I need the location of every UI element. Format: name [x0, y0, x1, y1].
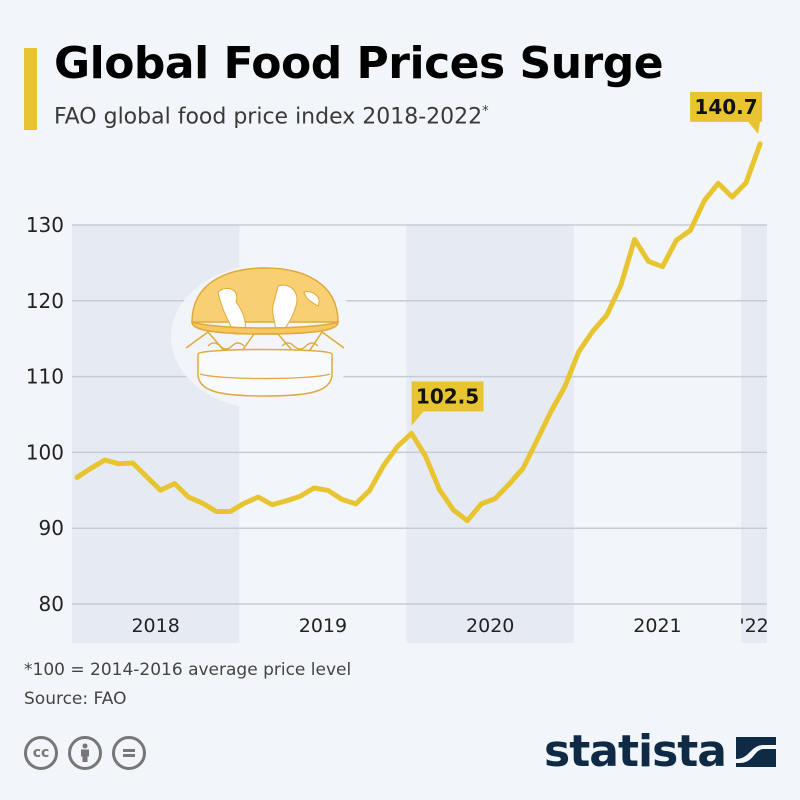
- footnote: *100 = 2014-2016 average price level: [24, 660, 352, 680]
- statista-mark-icon: [736, 737, 776, 767]
- y-tick-label: 80: [39, 592, 64, 616]
- annotation-label: 140.7: [690, 91, 763, 134]
- annotation-pointer: [748, 121, 761, 134]
- y-tick-label: 130: [26, 213, 64, 237]
- source-note: Source: FAO: [24, 689, 127, 709]
- attribution-icon[interactable]: [68, 736, 102, 770]
- x-tick-label: 2019: [299, 615, 347, 637]
- year-band: [741, 225, 767, 643]
- x-tick-label: '22: [739, 615, 768, 637]
- annotation-text: 140.7: [694, 95, 757, 119]
- subtitle-text: FAO global food price index 2018-2022: [54, 104, 483, 130]
- x-tick-label: 2020: [466, 615, 514, 637]
- chart-title: Global Food Prices Surge: [54, 38, 664, 89]
- data-points: [76, 143, 761, 521]
- license-icons: cc: [24, 736, 146, 770]
- y-axis-ticks: 80 90 100 110 120 130: [26, 213, 64, 616]
- y-tick-label: 90: [39, 516, 64, 540]
- annotation-box: [690, 91, 763, 122]
- brand-name: statista: [544, 726, 727, 777]
- gridlines: [72, 224, 767, 605]
- burger-globe-icon: [171, 265, 359, 409]
- annotation-label: 102.5: [411, 381, 484, 426]
- x-tick-label: 2021: [633, 615, 681, 637]
- title-accent-bar: [24, 48, 37, 130]
- cc-icon[interactable]: cc: [24, 736, 58, 770]
- x-axis-year-labels: 2018 2019 2020 2021 '22: [131, 615, 768, 637]
- series-line-food-price-index: [74, 141, 763, 524]
- annotation-text: 102.5: [416, 384, 479, 408]
- annotation-pointer: [411, 411, 424, 426]
- subtitle-asterisk: *: [482, 104, 489, 119]
- annotation-box: [411, 381, 484, 412]
- no-derivatives-icon[interactable]: [112, 736, 146, 770]
- y-tick-label: 110: [26, 365, 64, 389]
- y-tick-label: 100: [26, 440, 64, 464]
- x-tick-label: 2018: [131, 615, 179, 637]
- year-bands: [72, 225, 767, 643]
- statista-logo[interactable]: statista: [544, 730, 776, 774]
- y-tick-label: 120: [26, 289, 64, 313]
- annotations: 102.5 140.7: [411, 91, 763, 426]
- year-band: [406, 225, 574, 643]
- chart-subtitle: FAO global food price index 2018-2022*: [54, 104, 489, 129]
